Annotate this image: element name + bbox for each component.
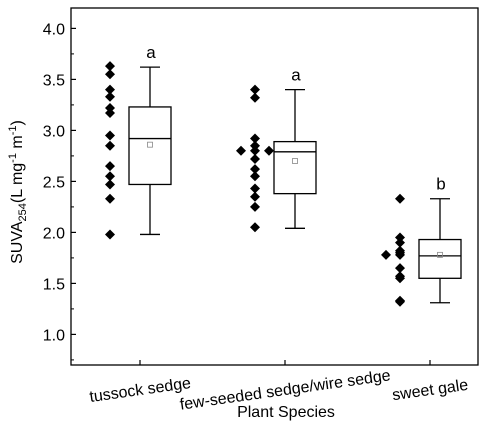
box-iqr [418,238,462,279]
data-point-diamond [105,130,115,141]
x-category-label: tussock sedge [88,375,192,406]
y-tick-label: 2.0 [43,225,65,242]
data-point-diamond [395,193,405,204]
data-point-diamond [395,263,405,274]
data-point-diamond [250,171,260,182]
y-tick-label: 3.0 [43,123,65,140]
data-point-diamond [250,201,260,212]
data-point-diamond [250,222,260,233]
y-tick-label: 2.5 [43,174,65,191]
y-axis-title-unit-mid: m [9,135,26,153]
data-point-diamond [395,237,405,248]
y-axis-title-unit-close: ) [9,120,26,125]
data-point-diamond [105,229,115,240]
data-point-diamond [250,153,260,164]
data-point-diamond [105,193,115,204]
y-axis-title-unit-open: (L mg [9,163,26,203]
data-point-diamond [105,108,115,119]
y-axis-title-main: SUVA [9,221,26,264]
y-axis-title-exp1: -1 [7,153,19,163]
y-axis-title-exp2: -1 [7,125,19,135]
data-point-diamond [105,161,115,172]
data-point-diamond [236,145,246,156]
data-point-diamond [105,91,115,102]
y-tick-label: 1.0 [43,327,65,344]
data-point-diamond [250,92,260,103]
data-point-diamond [250,145,260,156]
data-point-diamond [105,61,115,72]
box-iqr [273,140,317,195]
data-point-diamond [250,183,260,194]
data-point-diamond [105,102,115,113]
data-point-diamond [105,69,115,80]
data-point-diamond [105,179,115,190]
y-tick-label: 1.5 [43,276,65,293]
data-point-diamond [381,249,391,260]
data-point-diamond [105,171,115,182]
data-point-diamond [250,164,260,175]
y-axis-title-subscript: 254 [17,203,29,221]
significance-letter: b [436,175,445,194]
significance-letter: a [146,43,156,62]
x-axis-title: Plant Species [237,404,335,421]
data-point-diamond [250,140,260,151]
data-point-diamond [105,140,115,151]
data-point-diamond [395,249,405,260]
data-point-diamond [105,84,115,95]
data-point-diamond [264,145,274,156]
data-point-diamond [250,133,260,144]
y-axis-title: SUVA254(L mg-1 m-1) [7,120,29,264]
box-mean-marker [292,158,298,164]
x-category-label: sweet gale [391,377,469,404]
data-point-diamond [395,296,405,307]
y-tick-label: 3.5 [43,72,65,89]
y-tick-label: 4.0 [43,21,65,38]
data-point-diamond [250,84,260,95]
significance-letter: a [291,66,301,85]
data-point-diamond [250,191,260,202]
box-mean-marker [437,251,443,258]
plot-frame [70,7,479,366]
plot-area: a a b [105,43,462,307]
box-iqr [128,106,172,186]
data-point-diamond [395,273,405,284]
data-point-diamond [395,232,405,243]
box-mean-marker [147,141,153,148]
